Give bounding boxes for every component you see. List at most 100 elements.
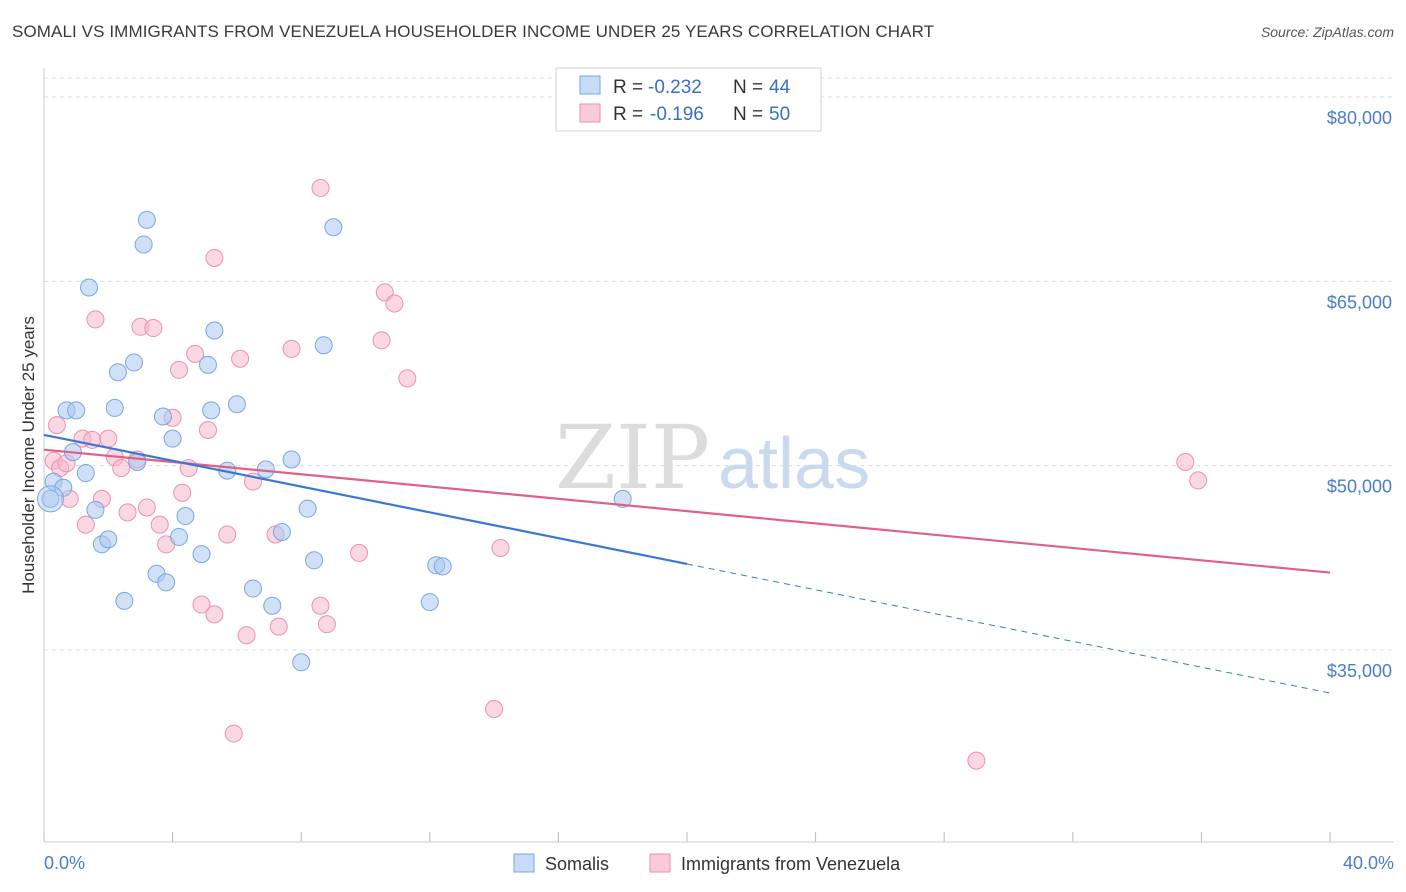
venezuela-point: [224, 724, 243, 743]
somali-point: [99, 530, 118, 549]
venezuela-point: [47, 416, 66, 435]
somali-point: [324, 218, 343, 237]
venezuela-point: [170, 360, 189, 379]
venezuela-point: [398, 369, 417, 388]
somali-point: [198, 355, 217, 374]
watermark-zip: ZIP: [555, 406, 710, 509]
venezuela-point: [350, 543, 369, 562]
somali-point: [227, 395, 246, 414]
somali-point: [76, 464, 95, 483]
legend-somali-r-label: R =: [613, 77, 643, 98]
venezuela-point: [967, 751, 986, 770]
bottom-legend-venezuela-label: Immigrants from Venezuela: [681, 854, 901, 874]
legend-venezuela-r-label: R =: [613, 104, 643, 125]
somali-point: [292, 653, 311, 672]
venezuela-point: [1189, 471, 1208, 490]
somali-point: [125, 353, 144, 372]
legend-somali-r-value: -0.232: [648, 77, 702, 98]
venezuela-point: [231, 349, 250, 368]
legend-venezuela-r-value: -0.196: [650, 104, 704, 125]
venezuela-trend-line: [43, 448, 1331, 574]
somali-point: [153, 407, 172, 426]
somali-point: [282, 450, 301, 469]
y-tick-label: $65,000: [1327, 292, 1392, 312]
somali-point: [41, 489, 60, 508]
somali-point: [86, 500, 105, 519]
venezuela-point: [1176, 452, 1195, 471]
somali-point: [433, 557, 452, 576]
venezuela-point: [86, 310, 105, 329]
venezuela-point: [173, 483, 192, 502]
venezuela-point: [186, 344, 205, 363]
venezuela-point: [192, 595, 211, 614]
legend-somali-n-value: 44: [769, 77, 791, 98]
y-tick-label: $50,000: [1327, 477, 1392, 497]
y-tick-label: $80,000: [1327, 108, 1392, 128]
legend: R = -0.232 N = 44 R = -0.196 N = 50: [555, 67, 822, 132]
bottom-legend-venezuela-swatch: [649, 853, 671, 873]
venezuela-point: [269, 617, 288, 636]
somali-point: [115, 591, 134, 610]
venezuela-point: [99, 429, 118, 448]
somali-point: [205, 321, 224, 340]
legend-somali-swatch: [579, 75, 601, 95]
somali-point: [192, 545, 211, 564]
x-tick-label-max: 40.0%: [1343, 853, 1394, 873]
legend-somali-n-label: N =: [733, 77, 763, 98]
y-tick-labels: $35,000 $50,000 $65,000 $80,000: [1327, 108, 1392, 681]
somali-point: [420, 593, 439, 612]
venezuela-point: [150, 515, 169, 534]
venezuela-point: [372, 331, 391, 350]
venezuela-point: [311, 178, 330, 197]
venezuela-point: [144, 319, 163, 338]
legend-venezuela-swatch: [579, 103, 601, 123]
somali-point: [163, 429, 182, 448]
venezuela-point: [237, 626, 256, 645]
somali-point: [105, 398, 124, 417]
somali-point: [243, 579, 262, 598]
somali-point: [128, 452, 147, 471]
x-tick-marks: [43, 832, 1331, 842]
somali-point: [170, 527, 189, 546]
venezuela-point: [282, 339, 301, 358]
somali-point: [134, 235, 153, 254]
venezuela-point: [137, 498, 156, 517]
somali-point: [137, 210, 156, 229]
venezuela-point: [485, 699, 504, 718]
venezuela-point: [205, 605, 224, 624]
somali-point: [314, 336, 333, 355]
somali-point: [298, 499, 317, 518]
somali-point: [36, 485, 64, 513]
somali-point: [80, 278, 99, 297]
legend-venezuela-n-value: 50: [769, 104, 790, 125]
somali-trend-line-dashed: [686, 563, 1331, 694]
trend-lines: [43, 433, 1331, 694]
somali-points: [36, 210, 632, 672]
venezuela-point: [311, 596, 330, 615]
source-label: Source: ZipAtlas.com: [1260, 24, 1394, 40]
chart-title: SOMALI VS IMMIGRANTS FROM VENEZUELA HOUS…: [12, 22, 935, 41]
somali-point: [305, 551, 324, 570]
bottom-legend-somali-label: Somalis: [545, 854, 609, 874]
legend-venezuela-n-label: N =: [733, 104, 763, 125]
x-tick-label-min: 0.0%: [44, 853, 85, 873]
venezuela-point: [118, 503, 137, 522]
venezuela-point: [112, 459, 131, 478]
bottom-legend: Somalis Immigrants from Venezuela: [513, 853, 901, 874]
watermark-atlas: atlas: [718, 424, 870, 504]
bottom-legend-somali-swatch: [513, 853, 535, 873]
somali-trend-line: [43, 433, 688, 566]
somali-point: [157, 573, 176, 592]
y-tick-label: $35,000: [1327, 661, 1392, 681]
venezuela-point: [491, 539, 510, 558]
somali-point: [176, 507, 195, 526]
venezuela-point: [76, 515, 95, 534]
somali-point: [272, 523, 291, 542]
venezuela-point: [218, 525, 237, 544]
somali-point: [67, 401, 86, 420]
somali-point: [108, 363, 127, 382]
venezuela-point: [198, 421, 217, 440]
somali-point: [613, 489, 632, 508]
y-axis-label: Householder Income Under 25 years: [19, 316, 38, 594]
